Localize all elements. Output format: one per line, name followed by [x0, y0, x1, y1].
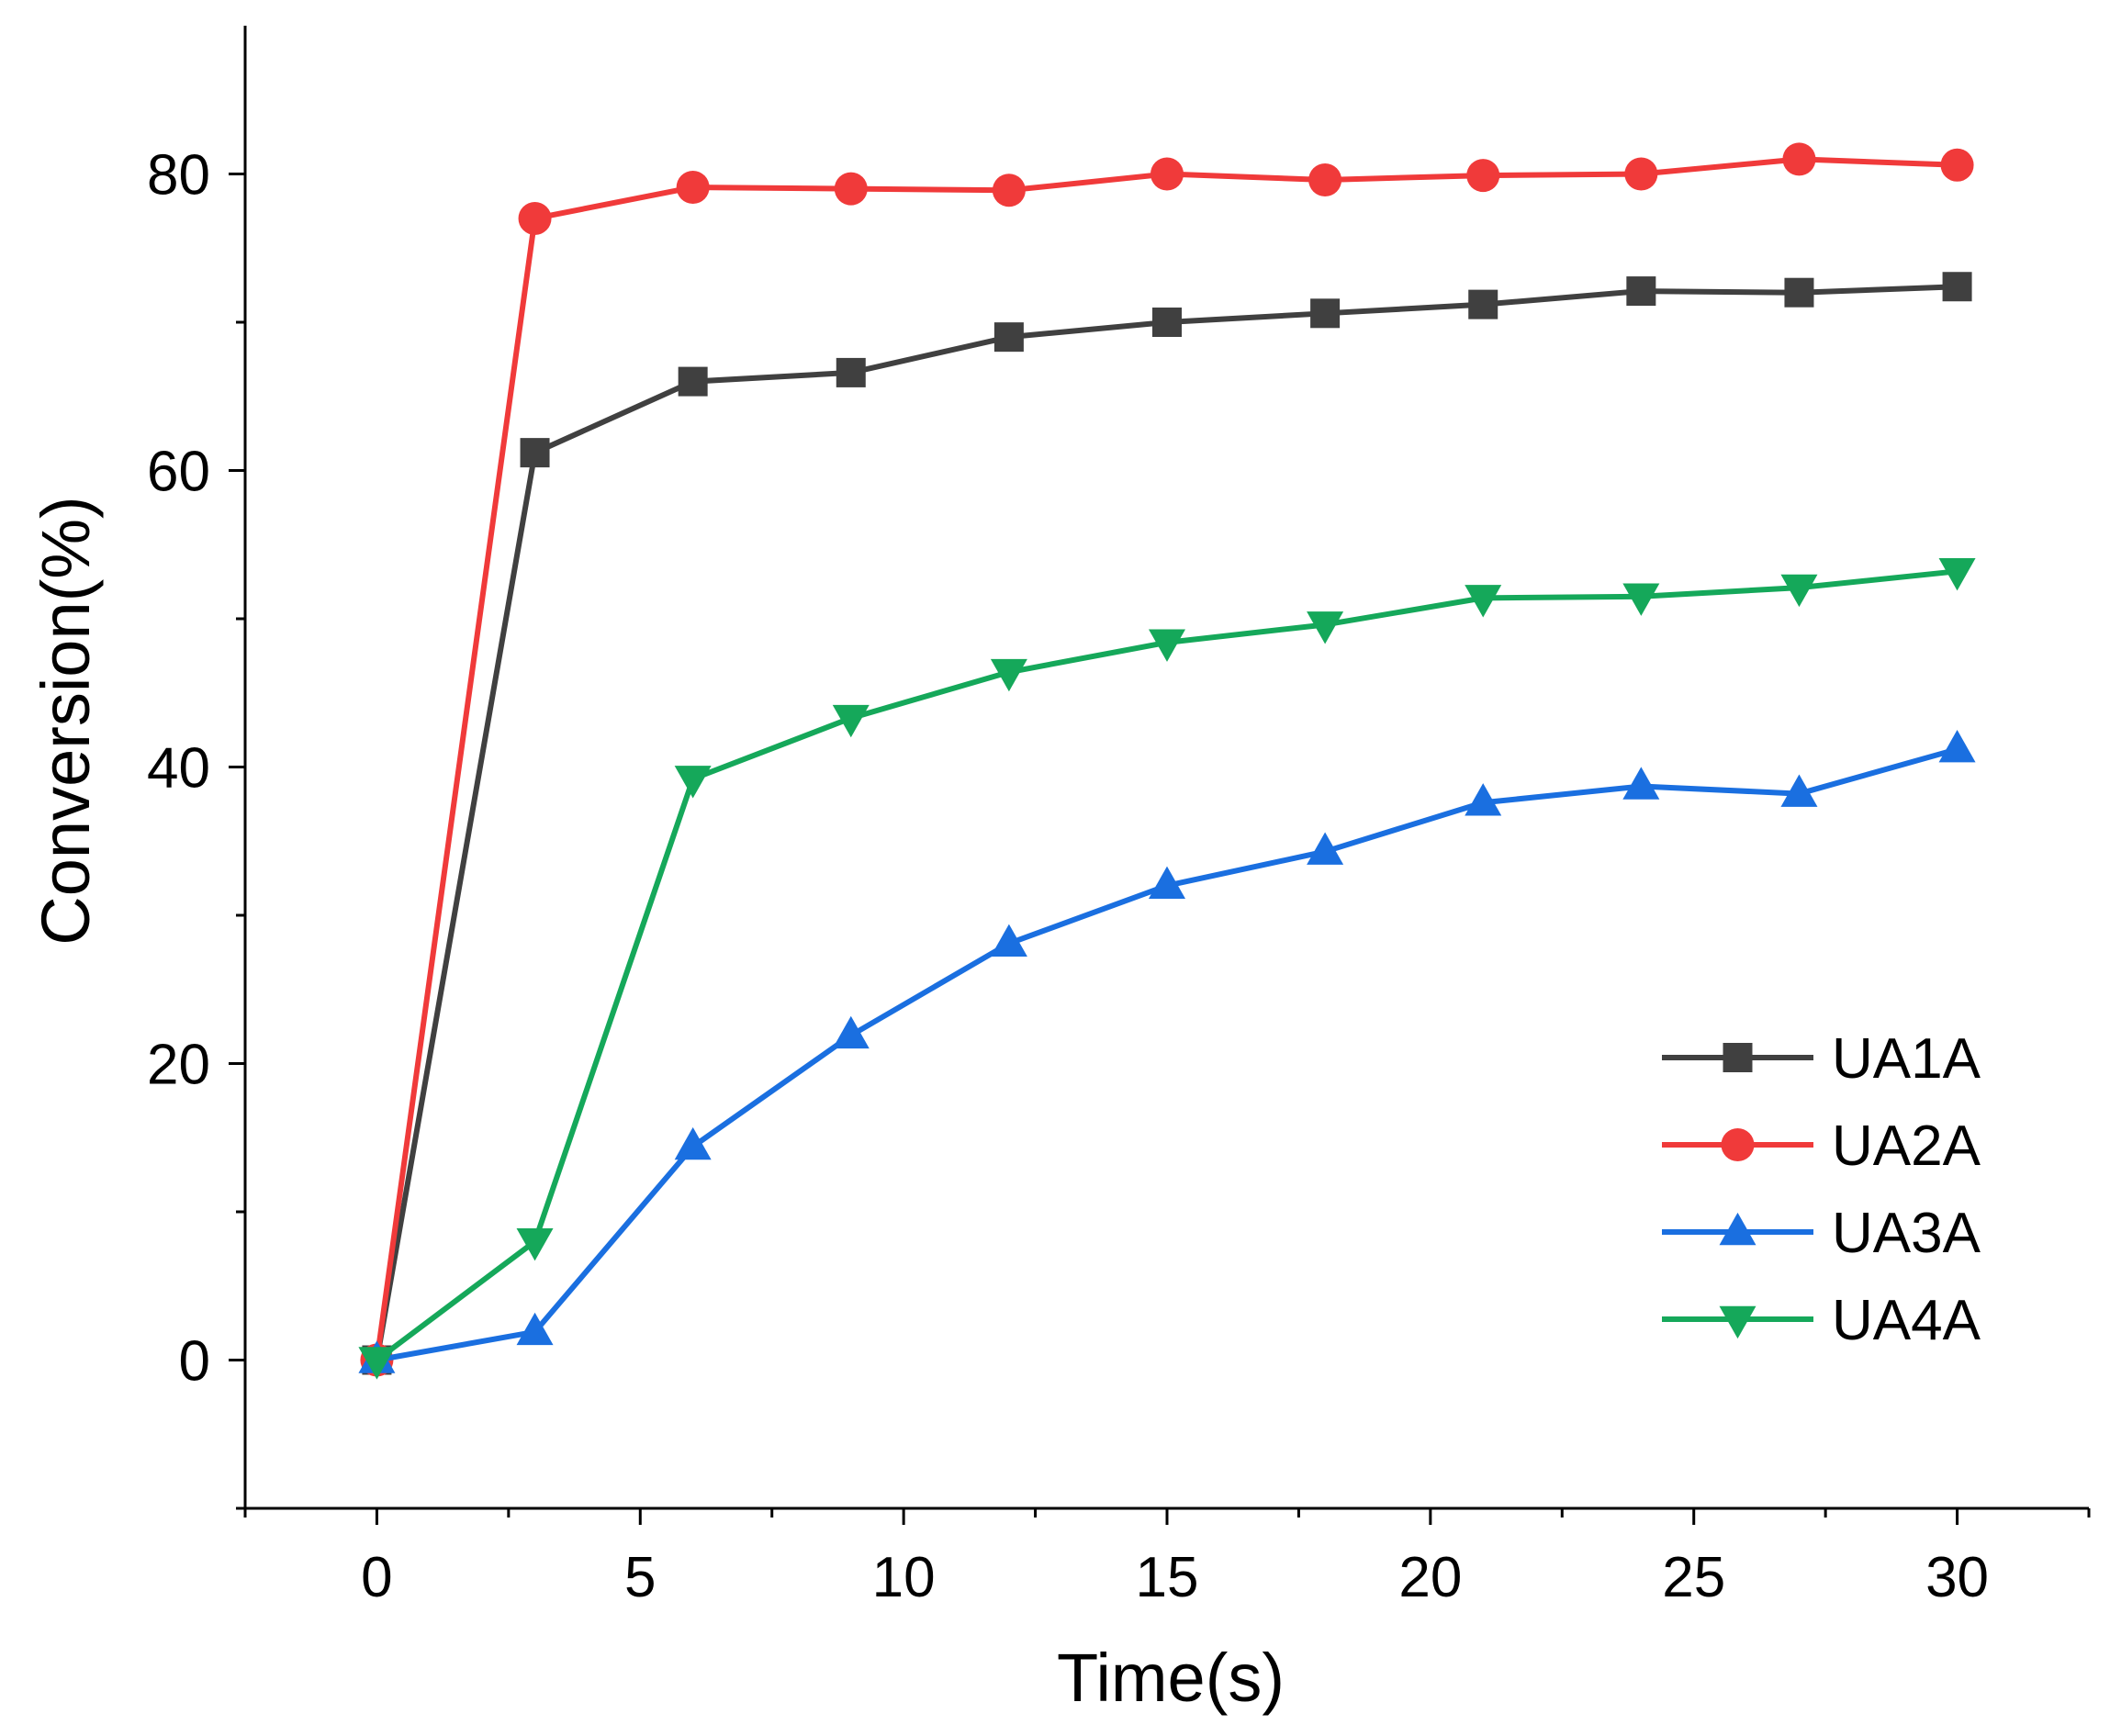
legend-marker-ua1a — [1723, 1043, 1753, 1072]
data-point-ua4a — [516, 1228, 554, 1261]
x-tick-label: 5 — [624, 1546, 656, 1609]
x-tick-label: 20 — [1398, 1546, 1462, 1609]
data-point-ua1a — [1310, 298, 1341, 329]
x-tick-label: 25 — [1662, 1546, 1725, 1609]
legend-marker-ua4a — [1719, 1305, 1756, 1339]
data-point-ua3a — [1465, 783, 1502, 816]
data-point-ua3a — [832, 1015, 870, 1049]
legend-marker-ua3a — [1719, 1212, 1756, 1246]
legend-marker-ua2a — [1721, 1128, 1755, 1161]
y-tick-label: 0 — [179, 1330, 210, 1394]
legend-label-ua2a: UA2A — [1832, 1114, 1981, 1178]
data-point-ua2a — [834, 172, 868, 206]
data-point-ua4a — [990, 658, 1027, 692]
data-point-ua1a — [836, 357, 866, 387]
x-tick-label: 30 — [1925, 1546, 1989, 1609]
data-point-ua3a — [516, 1312, 554, 1346]
y-tick-label: 60 — [147, 441, 210, 504]
data-point-ua1a — [1152, 308, 1182, 337]
legend-item-ua1a: UA1A — [1662, 1027, 1981, 1091]
data-point-ua4a — [1307, 611, 1344, 644]
legend: UA1A UA2A UA3A UA4A — [1662, 1027, 1981, 1352]
data-point-ua1a — [678, 366, 708, 397]
data-point-ua4a — [1780, 574, 1818, 608]
data-point-ua3a — [990, 924, 1027, 957]
legend-item-ua3a: UA3A — [1662, 1202, 1981, 1265]
data-point-ua1a — [1468, 289, 1498, 319]
data-point-ua4a — [1938, 558, 1976, 591]
data-point-ua4a — [1465, 585, 1502, 618]
legend-item-ua4a: UA4A — [1662, 1289, 1981, 1352]
data-point-ua4a — [1149, 629, 1185, 662]
data-point-ua2a — [1624, 157, 1658, 191]
data-point-ua2a — [992, 174, 1026, 207]
data-point-ua4a — [832, 704, 870, 738]
data-point-ua2a — [518, 201, 552, 235]
data-point-ua3a — [1938, 730, 1976, 763]
data-point-ua1a — [1784, 277, 1814, 308]
x-tick-label: 15 — [1136, 1546, 1199, 1609]
series-ua1a — [362, 272, 1972, 1375]
x-axis-title: Time(s) — [1057, 1640, 1285, 1716]
data-point-ua2a — [1466, 159, 1500, 193]
data-point-ua3a — [674, 1126, 712, 1160]
series-line-ua1a — [374, 284, 1958, 1361]
y-axis-title: Conversion(%) — [28, 496, 104, 945]
y-tick-label: 40 — [147, 737, 210, 801]
data-point-ua1a — [520, 438, 550, 468]
data-point-ua4a — [1622, 583, 1660, 616]
series-line-ua3a — [376, 746, 1958, 1363]
axes-layer: 0 5 10 15 20 25 30 0 20 40 60 80 — [147, 26, 2091, 1609]
y-tick-label: 80 — [147, 144, 210, 207]
data-point-ua2a — [676, 171, 710, 205]
data-point-ua4a — [674, 766, 712, 799]
series-ua3a — [358, 730, 1976, 1373]
data-point-ua2a — [1308, 162, 1342, 196]
data-point-ua1a — [1626, 276, 1656, 307]
data-point-ua2a — [1940, 148, 1974, 182]
data-point-ua2a — [1782, 142, 1816, 176]
legend-label-ua1a: UA1A — [1832, 1027, 1981, 1091]
data-point-ua3a — [1780, 774, 1818, 807]
legend-item-ua2a: UA2A — [1662, 1114, 1981, 1178]
data-point-ua2a — [1150, 157, 1184, 191]
y-tick-label: 20 — [147, 1034, 210, 1097]
data-point-ua1a — [1942, 272, 1972, 302]
series-layer — [358, 142, 1976, 1380]
data-point-ua3a — [1307, 832, 1344, 865]
x-tick-label: 10 — [872, 1546, 936, 1609]
data-point-ua4a — [358, 1347, 396, 1380]
data-point-ua3a — [1149, 866, 1185, 899]
data-point-ua1a — [993, 322, 1024, 353]
series-line-ua2a — [374, 156, 1958, 1361]
series-ua4a — [358, 558, 1976, 1380]
x-tick-label: 0 — [361, 1546, 392, 1609]
legend-label-ua4a: UA4A — [1832, 1289, 1981, 1352]
legend-label-ua3a: UA3A — [1832, 1202, 1981, 1265]
data-point-ua3a — [1622, 767, 1660, 800]
